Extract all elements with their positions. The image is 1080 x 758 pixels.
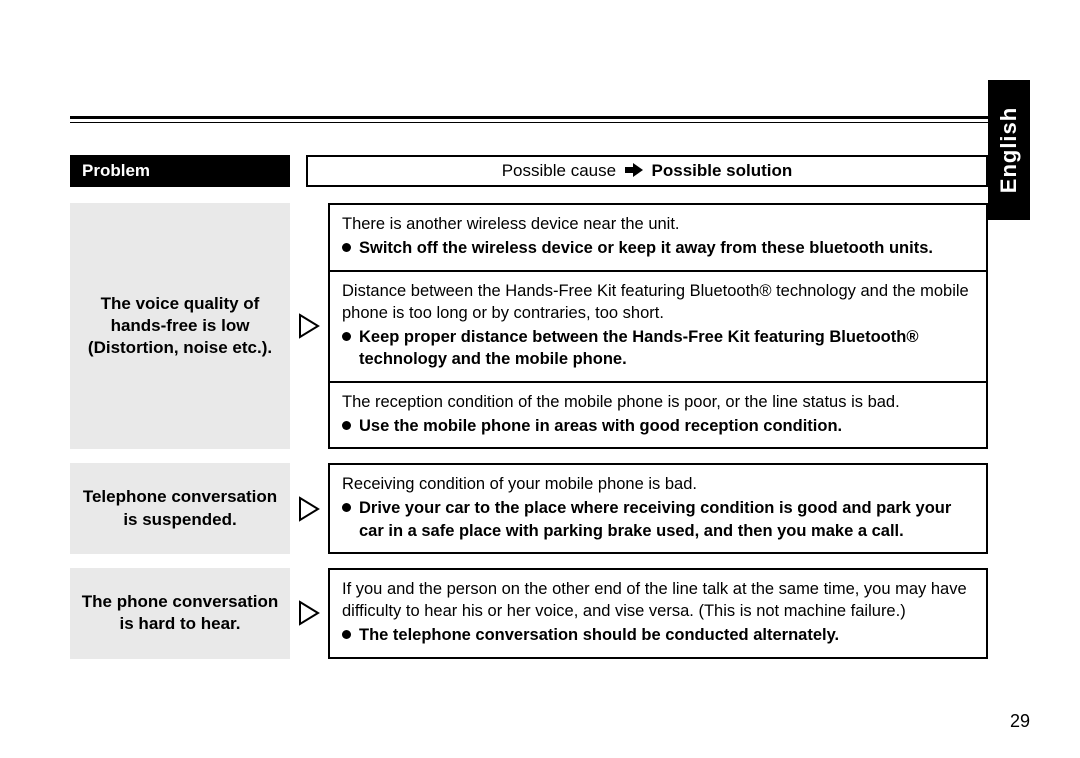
triangle-icon (298, 313, 320, 339)
solution-line: The telephone conversation should be con… (342, 624, 974, 646)
arrow-icon (625, 161, 648, 180)
cause-block: There is another wireless device near th… (330, 205, 986, 270)
solution-text: The telephone conversation should be con… (359, 624, 974, 646)
row-arrow (296, 203, 322, 449)
cause-block: The reception condition of the mobile ph… (330, 381, 986, 448)
solution-text: Drive your car to the place where receiv… (359, 497, 974, 542)
bullet-icon (342, 503, 351, 512)
cause-text: Distance between the Hands-Free Kit feat… (342, 280, 974, 325)
cause-block: Distance between the Hands-Free Kit feat… (330, 270, 986, 381)
problem-header: Problem (70, 155, 290, 187)
problem-text: The voice quality of hands-free is low (… (80, 293, 280, 359)
solution-text: Use the mobile phone in areas with good … (359, 415, 974, 437)
cause-text: There is another wireless device near th… (342, 213, 974, 235)
solution-line: Drive your car to the place where receiv… (342, 497, 974, 542)
possible-solution-label: Possible solution (652, 161, 793, 180)
solution-box: Receiving condition of your mobile phone… (328, 463, 988, 554)
bullet-icon (342, 332, 351, 341)
trouble-row: The phone conversation is hard to hear. … (70, 568, 988, 659)
solution-box: If you and the person on the other end o… (328, 568, 988, 659)
trouble-row: Telephone conversation is suspended. Rec… (70, 463, 988, 554)
problem-text: The phone conversation is hard to hear. (80, 591, 280, 635)
cause-text: If you and the person on the other end o… (342, 578, 974, 623)
content-area: Problem Possible cause Possible solution… (70, 155, 988, 673)
bullet-icon (342, 421, 351, 430)
row-arrow (296, 463, 322, 554)
problem-box: The voice quality of hands-free is low (… (70, 203, 290, 449)
trouble-row: The voice quality of hands-free is low (… (70, 203, 988, 449)
cause-text: Receiving condition of your mobile phone… (342, 473, 974, 495)
solution-text: Switch off the wireless device or keep i… (359, 237, 974, 259)
solution-box: There is another wireless device near th… (328, 203, 988, 449)
cause-text: The reception condition of the mobile ph… (342, 391, 974, 413)
problem-text: Telephone conversation is suspended. (80, 486, 280, 530)
cause-block: Receiving condition of your mobile phone… (330, 465, 986, 552)
cause-block: If you and the person on the other end o… (330, 570, 986, 657)
problem-box: The phone conversation is hard to hear. (70, 568, 290, 659)
page-number: 29 (1010, 711, 1030, 732)
header-rules (70, 116, 988, 123)
triangle-icon (298, 496, 320, 522)
language-tab: English (988, 80, 1030, 220)
triangle-icon (298, 600, 320, 626)
row-arrow (296, 568, 322, 659)
problem-box: Telephone conversation is suspended. (70, 463, 290, 554)
manual-page: English Problem Possible cause Possible … (0, 0, 1080, 758)
bullet-icon (342, 630, 351, 639)
solution-line: Switch off the wireless device or keep i… (342, 237, 974, 259)
table-header-row: Problem Possible cause Possible solution (70, 155, 988, 187)
language-label: English (996, 107, 1022, 193)
possible-cause-label: Possible cause (502, 161, 616, 180)
bullet-icon (342, 243, 351, 252)
solution-header: Possible cause Possible solution (306, 155, 988, 187)
solution-text: Keep proper distance between the Hands-F… (359, 326, 974, 371)
solution-line: Use the mobile phone in areas with good … (342, 415, 974, 437)
solution-line: Keep proper distance between the Hands-F… (342, 326, 974, 371)
